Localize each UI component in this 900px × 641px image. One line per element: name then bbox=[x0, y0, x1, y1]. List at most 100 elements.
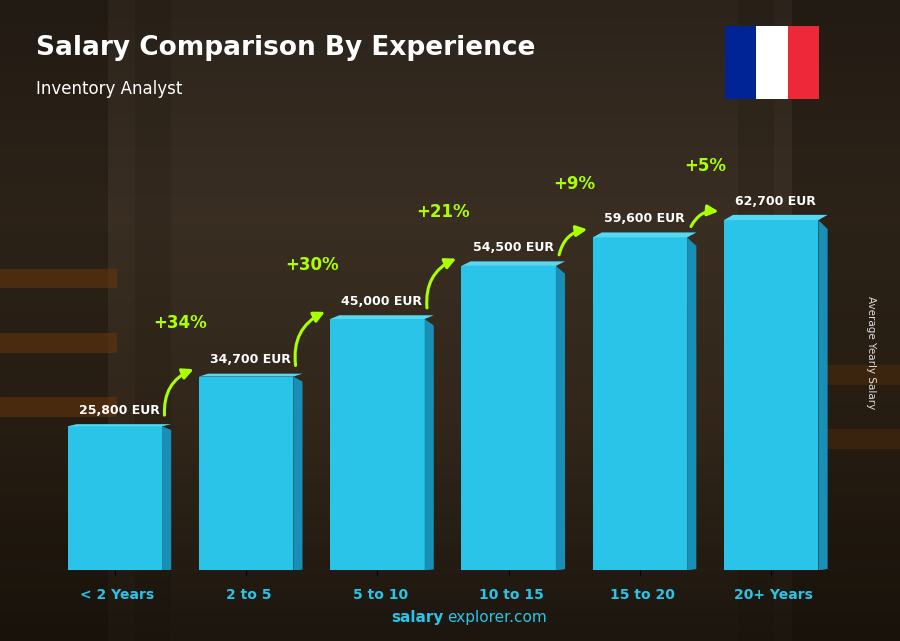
Bar bbox=[592, 237, 688, 570]
Bar bbox=[0, 186, 900, 189]
Bar bbox=[0, 240, 900, 244]
Bar bbox=[0, 510, 900, 513]
Bar bbox=[0, 353, 900, 356]
Bar bbox=[0, 301, 900, 304]
Bar bbox=[0, 622, 900, 625]
Text: Average Yearly Salary: Average Yearly Salary bbox=[866, 296, 877, 409]
Bar bbox=[0, 391, 900, 394]
Bar bbox=[0, 474, 900, 478]
Bar bbox=[0, 606, 900, 609]
Bar bbox=[0, 237, 900, 240]
Bar bbox=[0, 125, 900, 128]
Bar bbox=[0, 378, 900, 381]
Bar bbox=[0, 196, 900, 199]
Bar bbox=[0, 32, 900, 35]
Bar bbox=[0, 625, 900, 628]
Bar bbox=[0, 128, 900, 131]
Bar bbox=[0, 199, 900, 202]
Bar bbox=[0, 131, 900, 135]
Text: 34,700 EUR: 34,700 EUR bbox=[211, 353, 291, 367]
Bar bbox=[0, 333, 900, 337]
Bar bbox=[0, 87, 900, 90]
Bar bbox=[0, 433, 900, 436]
Bar bbox=[0, 192, 900, 196]
Bar bbox=[0, 394, 900, 397]
Text: 15 to 20: 15 to 20 bbox=[610, 588, 675, 602]
Bar bbox=[0, 375, 900, 378]
Bar bbox=[0, 103, 900, 106]
Bar bbox=[0, 529, 900, 532]
Bar bbox=[0, 170, 900, 173]
Bar bbox=[0, 542, 900, 545]
Bar bbox=[0, 67, 900, 71]
Bar bbox=[0, 80, 900, 83]
Bar bbox=[0, 596, 900, 599]
Bar bbox=[0, 410, 900, 413]
Bar bbox=[0, 638, 900, 641]
Bar bbox=[783, 365, 900, 385]
Bar bbox=[0, 372, 900, 375]
Bar bbox=[0, 468, 900, 471]
Bar bbox=[0, 401, 900, 404]
Bar bbox=[0, 532, 900, 535]
Bar bbox=[0, 160, 900, 163]
Bar bbox=[0, 413, 900, 417]
Bar bbox=[0, 247, 900, 250]
Bar bbox=[738, 0, 774, 641]
Bar bbox=[135, 0, 171, 641]
Bar bbox=[0, 208, 900, 212]
Bar bbox=[0, 212, 900, 215]
Bar bbox=[0, 298, 900, 301]
Bar bbox=[0, 112, 900, 115]
Polygon shape bbox=[688, 237, 697, 570]
Text: Inventory Analyst: Inventory Analyst bbox=[36, 80, 183, 98]
Bar bbox=[0, 458, 900, 462]
Text: +9%: +9% bbox=[554, 175, 595, 193]
Bar bbox=[0, 263, 900, 266]
Bar bbox=[0, 317, 900, 320]
Bar bbox=[0, 365, 900, 369]
Bar bbox=[0, 587, 900, 590]
Bar bbox=[0, 554, 900, 558]
Bar bbox=[0, 22, 900, 26]
Bar bbox=[0, 106, 900, 109]
Bar bbox=[0, 115, 900, 119]
Bar bbox=[0, 45, 900, 48]
Bar bbox=[0, 61, 900, 64]
Text: explorer.com: explorer.com bbox=[447, 610, 547, 625]
Bar bbox=[0, 346, 900, 349]
Bar bbox=[0, 269, 900, 272]
Bar bbox=[0, 99, 900, 103]
Polygon shape bbox=[293, 376, 302, 570]
Bar bbox=[0, 452, 900, 455]
Bar bbox=[0, 404, 900, 407]
Bar bbox=[0, 343, 900, 346]
Bar bbox=[0, 96, 900, 99]
Bar bbox=[0, 256, 900, 260]
Bar bbox=[0, 522, 900, 526]
Bar bbox=[0, 183, 900, 186]
Polygon shape bbox=[68, 424, 171, 426]
Bar bbox=[0, 333, 117, 353]
Bar bbox=[0, 154, 900, 157]
Bar bbox=[0, 590, 900, 593]
Bar bbox=[0, 147, 900, 151]
Bar bbox=[0, 628, 900, 631]
Bar bbox=[330, 319, 425, 570]
Bar bbox=[0, 388, 900, 391]
Bar bbox=[0, 519, 900, 522]
Bar bbox=[0, 538, 900, 542]
Text: 20+ Years: 20+ Years bbox=[734, 588, 814, 602]
Bar bbox=[0, 173, 900, 176]
Bar bbox=[0, 535, 900, 538]
Bar bbox=[788, 26, 819, 99]
Bar bbox=[0, 269, 117, 288]
Bar bbox=[0, 478, 900, 481]
Bar bbox=[0, 266, 900, 269]
Bar bbox=[0, 0, 900, 3]
Bar bbox=[0, 420, 900, 423]
Bar bbox=[68, 426, 162, 570]
Text: 2 to 5: 2 to 5 bbox=[226, 588, 272, 602]
Bar bbox=[0, 526, 900, 529]
Bar bbox=[724, 220, 818, 570]
